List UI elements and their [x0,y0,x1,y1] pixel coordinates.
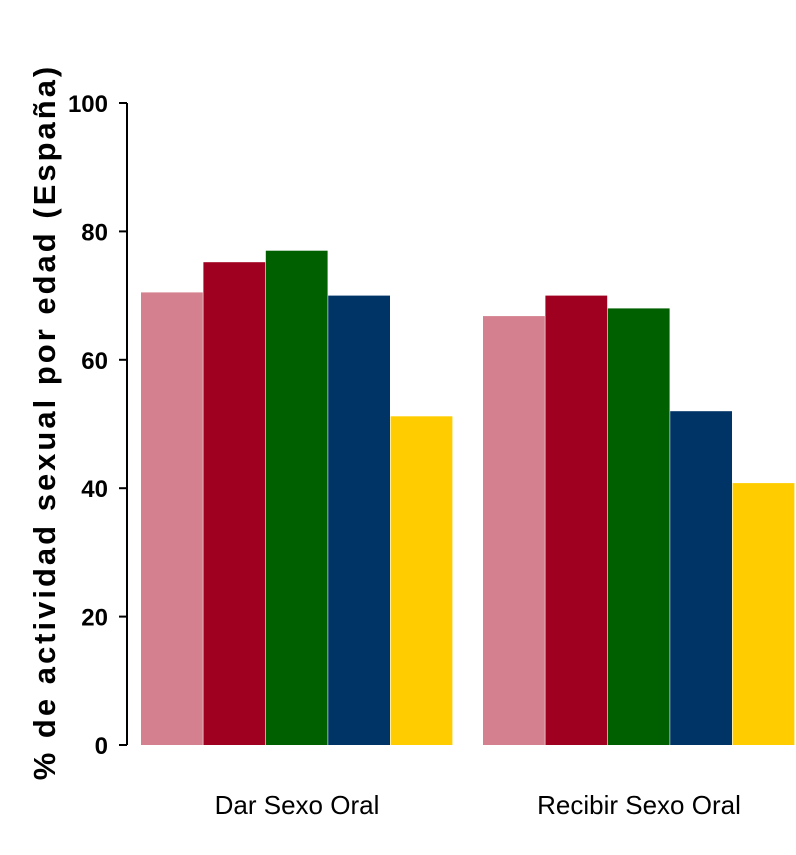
bar [483,316,545,745]
x-category-label: Dar Sexo Oral [215,790,380,820]
y-axis-label: % de actividad sexual por edad (España) [27,64,62,781]
bar [607,308,670,745]
bar [328,295,390,745]
bar [203,262,266,745]
bar [141,292,203,745]
y-axis-ticks: 0 20 40 60 80 100 [68,91,127,760]
bar [732,483,795,745]
y-tick-label: 60 [81,348,108,375]
y-tick-label: 40 [81,476,108,503]
y-tick-label: 80 [81,219,108,246]
bar [265,250,328,745]
bar [670,411,732,745]
y-tick-label: 0 [95,733,108,760]
bar [390,416,453,745]
bars-group [141,250,795,745]
x-category-label: Recibir Sexo Oral [537,790,741,820]
y-tick-label: 20 [81,605,108,632]
y-tick-label: 100 [68,91,108,118]
bar [545,295,608,745]
x-axis-categories: Dar Sexo Oral Recibir Sexo Oral [215,790,741,820]
